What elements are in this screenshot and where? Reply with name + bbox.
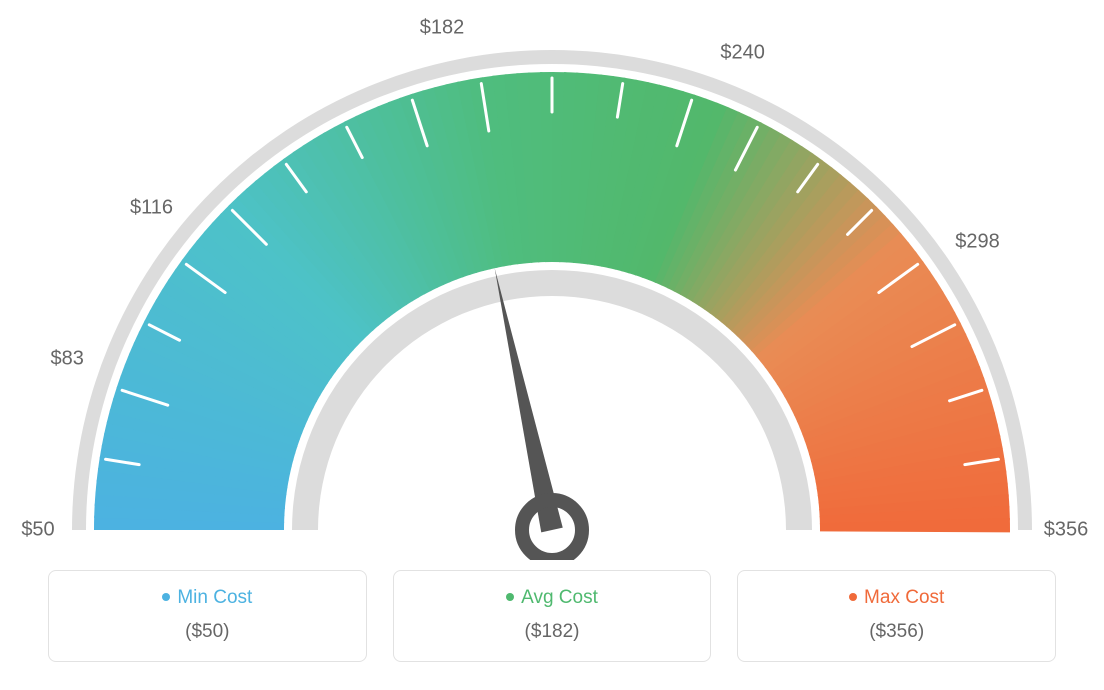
legend-row: Min Cost ($50) Avg Cost ($182) Max Cost … xyxy=(48,570,1056,662)
legend-value-avg: ($182) xyxy=(404,621,701,643)
legend-title-avg: Avg Cost xyxy=(404,587,701,609)
legend-value-min: ($50) xyxy=(59,621,356,643)
cost-gauge-container: $50 $83 $116 $182 $240 $298 $356 Min Cost ($50… xyxy=(0,0,1104,690)
legend-label: Max Cost xyxy=(864,587,944,608)
legend-card-max: Max Cost ($356) xyxy=(737,570,1056,662)
gauge-tick-label: $298 xyxy=(955,230,1000,253)
legend-label: Avg Cost xyxy=(521,587,598,608)
gauge-tick-label: $83 xyxy=(51,348,84,371)
dot-icon xyxy=(849,593,857,601)
dot-icon xyxy=(162,593,170,601)
legend-label: Min Cost xyxy=(177,587,252,608)
gauge-tick-label: $116 xyxy=(130,196,173,219)
legend-card-min: Min Cost ($50) xyxy=(48,570,367,662)
gauge-chart: $50 $83 $116 $182 $240 $298 $356 xyxy=(0,0,1104,560)
legend-value-max: ($356) xyxy=(748,621,1045,643)
gauge-tick-label: $356 xyxy=(1044,519,1089,542)
dot-icon xyxy=(506,593,514,601)
gauge-tick-label: $50 xyxy=(21,519,54,542)
legend-title-min: Min Cost xyxy=(59,587,356,609)
legend-title-max: Max Cost xyxy=(748,587,1045,609)
gauge-tick-label: $240 xyxy=(720,41,765,64)
gauge-tick-label: $182 xyxy=(420,16,465,39)
legend-card-avg: Avg Cost ($182) xyxy=(393,570,712,662)
gauge-svg xyxy=(0,0,1104,560)
